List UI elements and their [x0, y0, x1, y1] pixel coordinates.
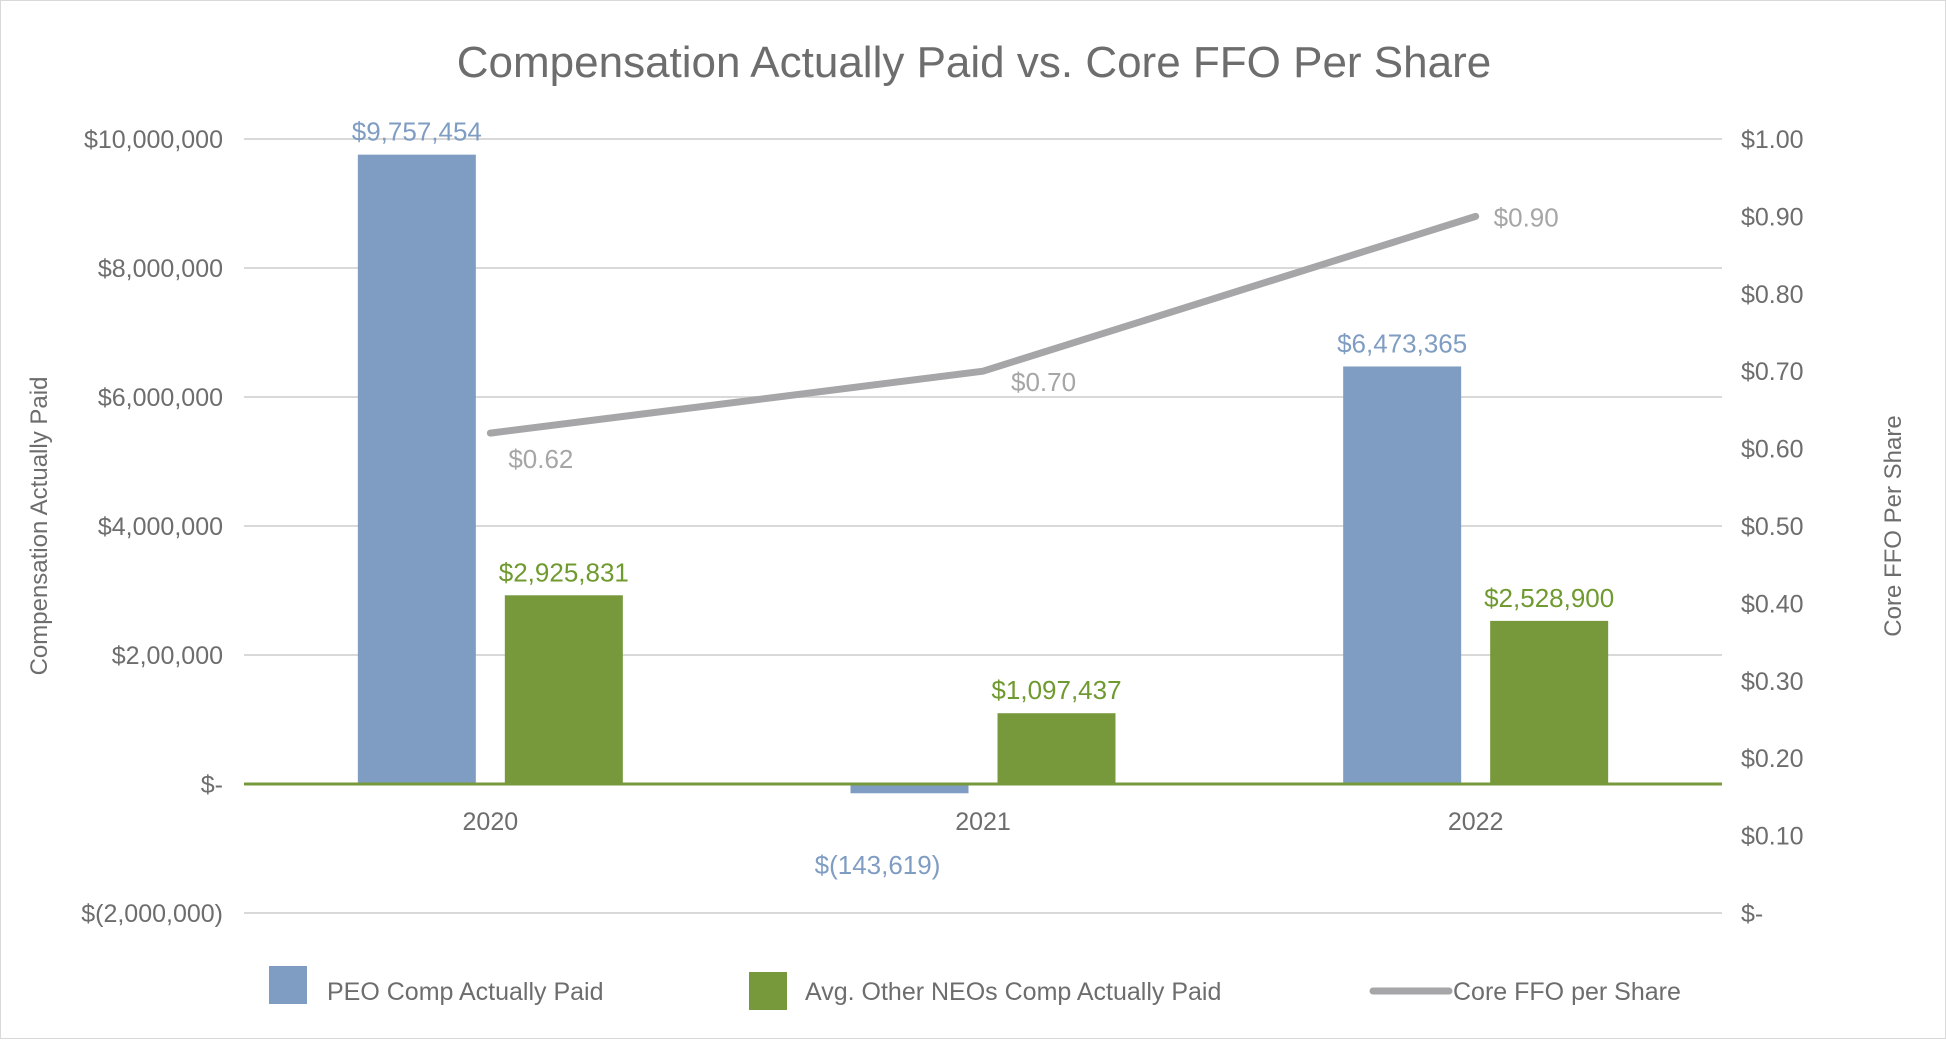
ffo-line — [490, 216, 1476, 433]
line-data-label: $0.70 — [1011, 367, 1076, 397]
bar-data-label: $1,097,437 — [991, 675, 1121, 705]
y2-tick-label: $1.00 — [1741, 126, 1804, 154]
x-tick-label: 2021 — [955, 808, 1011, 836]
y2-tick-label: $0.90 — [1741, 203, 1804, 231]
chart-title: Compensation Actually Paid vs. Core FFO … — [457, 38, 1491, 87]
y-axis-label: Compensation Actually Paid — [26, 377, 53, 676]
bar-data-label: $2,528,900 — [1484, 583, 1614, 613]
y2-tick-label: $0.30 — [1741, 668, 1804, 696]
y2-tick-label: $0.60 — [1741, 436, 1804, 464]
bar-neo — [505, 595, 623, 784]
y-tick-label: $4,000,000 — [98, 513, 223, 541]
bar-neo — [998, 713, 1116, 784]
legend-label-ffo: Core FFO per Share — [1453, 978, 1681, 1006]
y2-tick-label: $0.50 — [1741, 513, 1804, 541]
bar-data-label: $6,473,365 — [1337, 328, 1467, 358]
y2-tick-label: $0.70 — [1741, 358, 1804, 386]
y2-tick-label: $0.10 — [1741, 823, 1804, 851]
y-tick-label: $6,000,000 — [98, 384, 223, 412]
y2-tick-label: $- — [1741, 900, 1763, 928]
legend-swatch-peo — [269, 966, 307, 1004]
x-axis-ticks: 2020 2021 2022 — [463, 808, 1504, 836]
line-data-label: $0.90 — [1494, 202, 1559, 232]
bar-data-label: $9,757,454 — [352, 117, 482, 147]
legend-label-neo: Avg. Other NEOs Comp Actually Paid — [805, 978, 1221, 1006]
bar-peo — [358, 155, 476, 784]
bar-peo — [1343, 366, 1461, 784]
y-axis-ticks: $10,000,000 $8,000,000 $6,000,000 $4,000,00… — [81, 126, 223, 928]
y-tick-label: $- — [201, 771, 223, 799]
y2-tick-label: $0.80 — [1741, 281, 1804, 309]
bar-data-label: $2,925,831 — [499, 557, 629, 587]
ffo-line-path — [490, 216, 1475, 433]
y2-axis-label: Core FFO Per Share — [1880, 415, 1907, 636]
y-tick-label: $(2,000,000) — [81, 900, 223, 928]
y-tick-label: $10,000,000 — [84, 126, 223, 154]
legend-label-peo: PEO Comp Actually Paid — [327, 978, 604, 1006]
x-tick-label: 2020 — [463, 808, 519, 836]
y2-tick-label: $0.40 — [1741, 590, 1804, 618]
x-tick-label: 2022 — [1448, 808, 1504, 836]
y2-tick-label: $0.20 — [1741, 745, 1804, 773]
y-tick-label: $2,00,000 — [112, 642, 223, 670]
bar-data-label: $(143,619) — [815, 850, 941, 880]
bar-neo — [1490, 621, 1608, 784]
y-tick-label: $8,000,000 — [98, 255, 223, 283]
legend: PEO Comp Actually Paid Avg. Other NEOs C… — [269, 966, 1681, 1010]
line-data-label: $0.62 — [508, 444, 573, 474]
y2-axis-ticks: $1.00 $0.90 $0.80 $0.70 $0.60 $0.50 $0.40 $0.30… — [1741, 126, 1804, 928]
legend-swatch-neo — [749, 972, 787, 1010]
